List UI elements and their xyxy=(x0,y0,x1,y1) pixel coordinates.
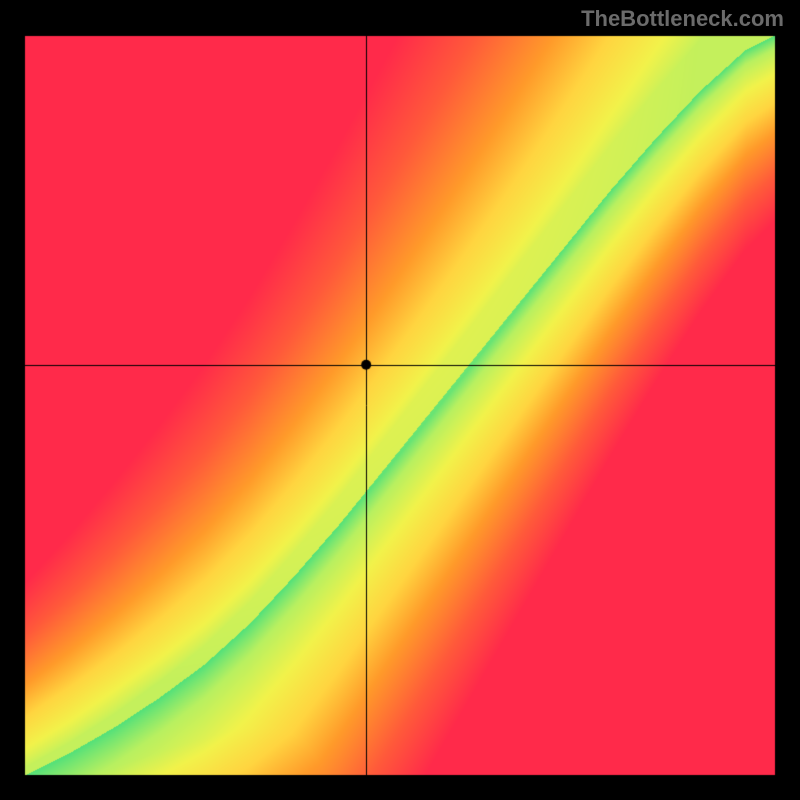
chart-container: TheBottleneck.com xyxy=(0,0,800,800)
watermark-text: TheBottleneck.com xyxy=(581,6,784,32)
heatmap-canvas xyxy=(0,0,800,800)
